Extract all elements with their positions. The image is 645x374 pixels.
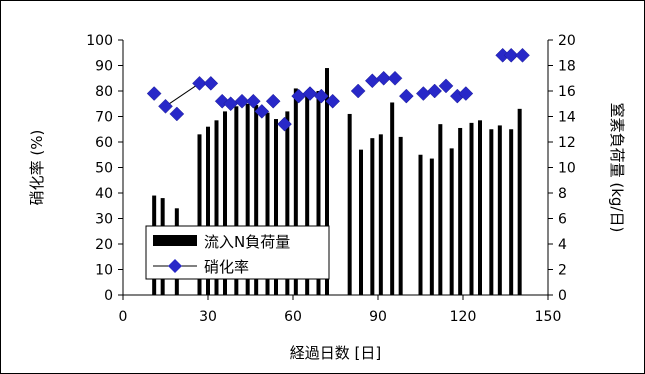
bar	[285, 111, 290, 296]
x-axis-title: 経過日数 [日]	[290, 344, 381, 362]
y-right-tick-label: 10	[558, 161, 576, 177]
marker-point	[503, 47, 519, 63]
bar	[449, 148, 454, 295]
y-right-tick-label: 16	[558, 84, 576, 100]
bar	[378, 134, 383, 295]
y-right-tick-label: 14	[558, 110, 576, 126]
bar	[223, 111, 227, 296]
bar	[254, 105, 259, 296]
bar	[398, 136, 403, 295]
marker-series	[146, 47, 530, 132]
bar	[206, 126, 210, 295]
legend-line-label: 硝化率	[204, 258, 249, 276]
bar	[429, 158, 434, 295]
bar	[234, 106, 239, 295]
y-left-tick-label: 100	[86, 33, 113, 49]
marker-point	[364, 73, 380, 89]
marker-point	[415, 86, 431, 101]
marker-point	[325, 93, 341, 109]
bar	[458, 127, 463, 295]
y-left-axis-title: 硝化率 (%)	[28, 130, 46, 206]
y-right-tick-label: 12	[558, 135, 576, 151]
bar	[517, 108, 522, 295]
y-right-tick-label: 2	[558, 263, 567, 279]
bar	[359, 149, 363, 295]
plot-axes	[118, 39, 553, 300]
bar	[390, 102, 395, 295]
marker-point	[169, 106, 185, 122]
y-left-tick-label: 70	[95, 110, 113, 126]
y-right-axis-title: 窒素負荷量 (kg/日)	[608, 103, 626, 233]
bar	[509, 129, 514, 295]
marker-point	[427, 83, 443, 99]
legend-marker-swatch	[168, 259, 182, 273]
marker-point	[313, 88, 329, 104]
bar	[497, 125, 502, 295]
bar	[316, 91, 321, 295]
bar	[293, 88, 298, 295]
y-left-tick-label: 10	[95, 263, 113, 279]
y-right-tick-label: 18	[558, 59, 576, 75]
marker-point	[146, 86, 162, 101]
bar	[214, 120, 219, 295]
legend: 流入N負荷量 硝化率	[145, 225, 330, 280]
bar	[274, 119, 278, 295]
y-right-tick-label: 8	[558, 186, 567, 202]
marker-point	[291, 88, 307, 104]
legend-bar-label: 流入N負荷量	[204, 233, 290, 251]
tick-labels: 0 10 20 30 40 50 60 70 80 90 100 0 2 4 6 8 10 12 14 16 18 20 0…	[86, 33, 576, 325]
bar	[347, 113, 352, 295]
marker-point	[302, 86, 318, 101]
y-left-tick-label: 20	[95, 237, 113, 253]
y-right-tick-label: 4	[558, 237, 567, 253]
y-left-tick-label: 80	[95, 84, 113, 100]
bar	[418, 154, 423, 295]
marker-point	[245, 93, 261, 109]
marker-point	[458, 86, 474, 101]
marker-point	[277, 116, 292, 132]
x-tick-label: 150	[535, 309, 562, 325]
marker-point	[192, 75, 207, 91]
bar	[438, 124, 443, 296]
marker-point	[438, 78, 454, 94]
x-tick-label: 120	[450, 309, 477, 325]
marker-point	[203, 75, 219, 91]
marker-point	[515, 47, 530, 63]
marker-point	[234, 93, 250, 109]
y-left-tick-label: 0	[104, 288, 113, 304]
y-left-tick-label: 30	[95, 212, 113, 228]
line-segment	[165, 82, 200, 107]
bar-series	[152, 68, 522, 296]
marker-point	[158, 98, 173, 114]
bar	[370, 138, 375, 295]
marker-point	[265, 93, 281, 109]
y-left-tick-label: 90	[95, 59, 113, 75]
marker-point	[254, 104, 270, 119]
bar	[489, 129, 494, 295]
y-left-tick-label: 60	[95, 135, 113, 151]
y-right-tick-label: 20	[558, 33, 576, 49]
bar	[478, 120, 482, 295]
bar	[325, 68, 329, 295]
bar	[265, 112, 270, 295]
legend-bar-swatch	[153, 235, 197, 246]
marker-point	[387, 70, 403, 86]
marker-point	[398, 88, 414, 104]
y-right-tick-label: 0	[558, 288, 567, 304]
y-left-tick-label: 40	[95, 186, 113, 202]
bar	[469, 122, 474, 295]
y-left-tick-label: 50	[95, 161, 113, 177]
bar	[197, 134, 202, 295]
marker-point	[376, 70, 392, 86]
marker-point	[350, 83, 366, 99]
x-tick-label: 30	[199, 309, 217, 325]
bar	[245, 103, 250, 295]
x-tick-label: 90	[369, 309, 387, 325]
y-right-tick-label: 6	[558, 212, 567, 228]
x-tick-label: 0	[119, 309, 128, 325]
bar	[305, 93, 310, 295]
x-tick-label: 60	[284, 309, 302, 325]
